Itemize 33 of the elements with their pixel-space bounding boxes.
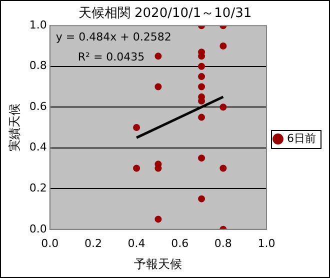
x-tick-label: 1.0 <box>258 236 276 250</box>
y-tick-label: 0.8 <box>29 59 47 72</box>
annotation: R² = 0.0435 <box>78 50 145 64</box>
x-tick-label: 0.0 <box>41 236 59 250</box>
y-tick-label: 0.6 <box>29 100 47 113</box>
point <box>198 114 206 121</box>
point <box>220 164 227 172</box>
chart-title: 天候相関 2020/10/1～10/31 <box>78 6 252 22</box>
annotation: y = 0.484x + 0.2582 <box>56 30 172 44</box>
point <box>198 98 206 105</box>
point <box>198 62 206 70</box>
x-axis-title: 予報天候 <box>134 256 182 271</box>
y-tick-label: 0.0 <box>29 222 47 236</box>
y-tick-label: 0.2 <box>29 182 47 194</box>
point <box>133 164 140 172</box>
x-tick-label: 0.4 <box>128 236 146 250</box>
x-tick-label: 0.6 <box>171 236 189 250</box>
point <box>133 124 140 131</box>
legend-label: 6日前 <box>287 132 316 145</box>
x-tick-label: 0.8 <box>214 236 232 250</box>
point <box>154 52 162 60</box>
point <box>154 216 162 223</box>
x-tick-label: 0.2 <box>84 236 102 250</box>
y-tick-label: 0.4 <box>29 140 47 154</box>
point <box>220 42 227 50</box>
point <box>220 104 227 111</box>
point <box>198 83 206 90</box>
point <box>198 195 206 202</box>
point <box>154 83 162 90</box>
y-axis-title: 実績天候 <box>7 104 22 152</box>
point <box>198 154 206 162</box>
point <box>198 73 206 80</box>
y-tick-label: 1.0 <box>29 18 47 32</box>
